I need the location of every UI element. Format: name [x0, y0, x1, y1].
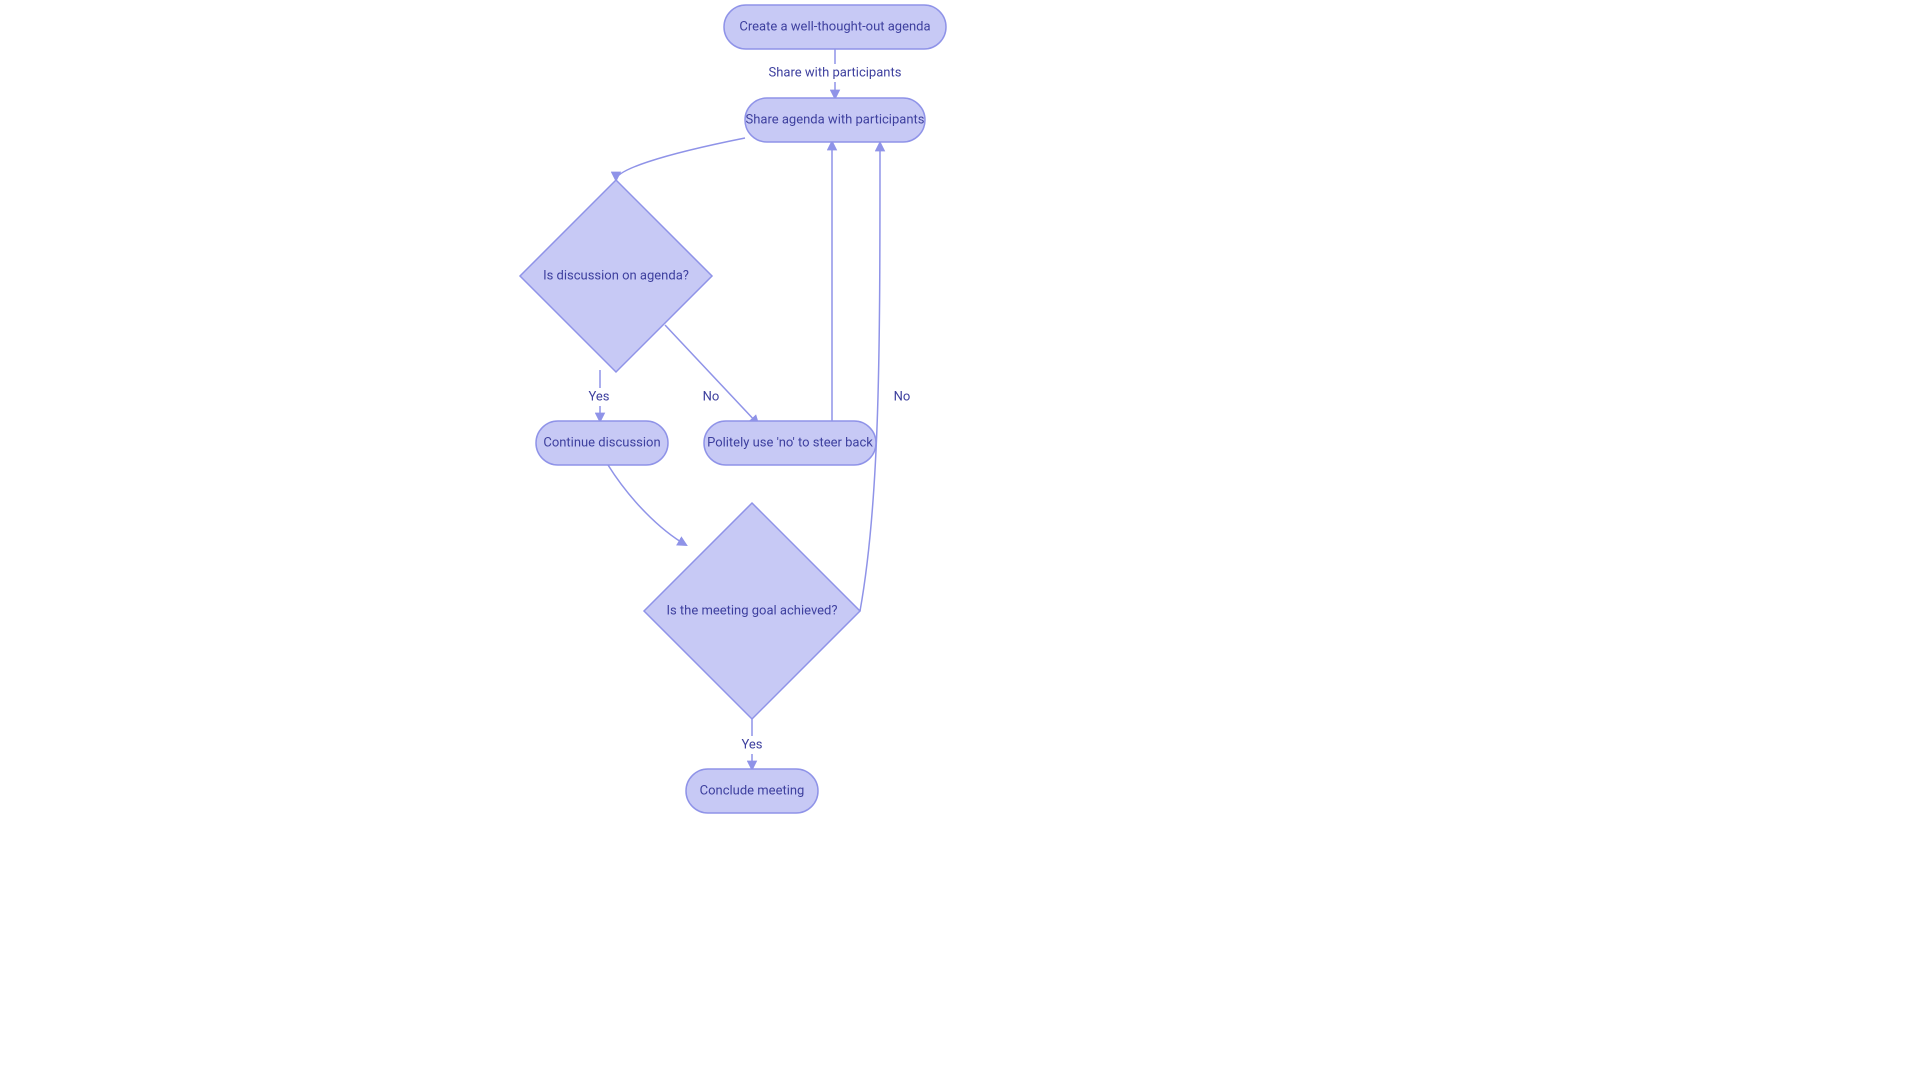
node-steer: Politely use 'no' to steer back	[704, 421, 876, 465]
edge-label-e4: No	[703, 389, 720, 404]
node-label-onagenda: Is discussion on agenda?	[543, 268, 689, 283]
node-continue: Continue discussion	[536, 421, 668, 465]
node-goal: Is the meeting goal achieved?	[644, 503, 860, 719]
node-onagenda: Is discussion on agenda?	[520, 180, 712, 372]
node-create: Create a well-thought-out agenda	[724, 5, 946, 49]
edge-e2	[616, 138, 745, 180]
node-share: Share agenda with participants	[745, 98, 925, 142]
edge-e7	[860, 143, 880, 611]
edge-label-e7: No	[894, 389, 911, 404]
edge-label-e1: Share with participants	[769, 65, 902, 80]
nodes-layer: Create a well-thought-out agenda Share ag…	[520, 5, 946, 813]
node-label-conclude: Conclude meeting	[700, 783, 805, 798]
edge-e6	[608, 465, 686, 545]
node-label-create: Create a well-thought-out agenda	[739, 19, 930, 34]
node-label-continue: Continue discussion	[543, 435, 660, 450]
edge-e4	[665, 325, 758, 424]
flowchart-canvas: Share with participantsYesNoNoYesCreate …	[0, 0, 1920, 1080]
node-label-share: Share agenda with participants	[746, 112, 925, 127]
node-label-goal: Is the meeting goal achieved?	[666, 603, 837, 618]
edge-label-e8: Yes	[742, 737, 763, 752]
node-conclude: Conclude meeting	[686, 769, 818, 813]
edge-label-e3: Yes	[589, 389, 610, 404]
node-label-steer: Politely use 'no' to steer back	[707, 435, 873, 450]
